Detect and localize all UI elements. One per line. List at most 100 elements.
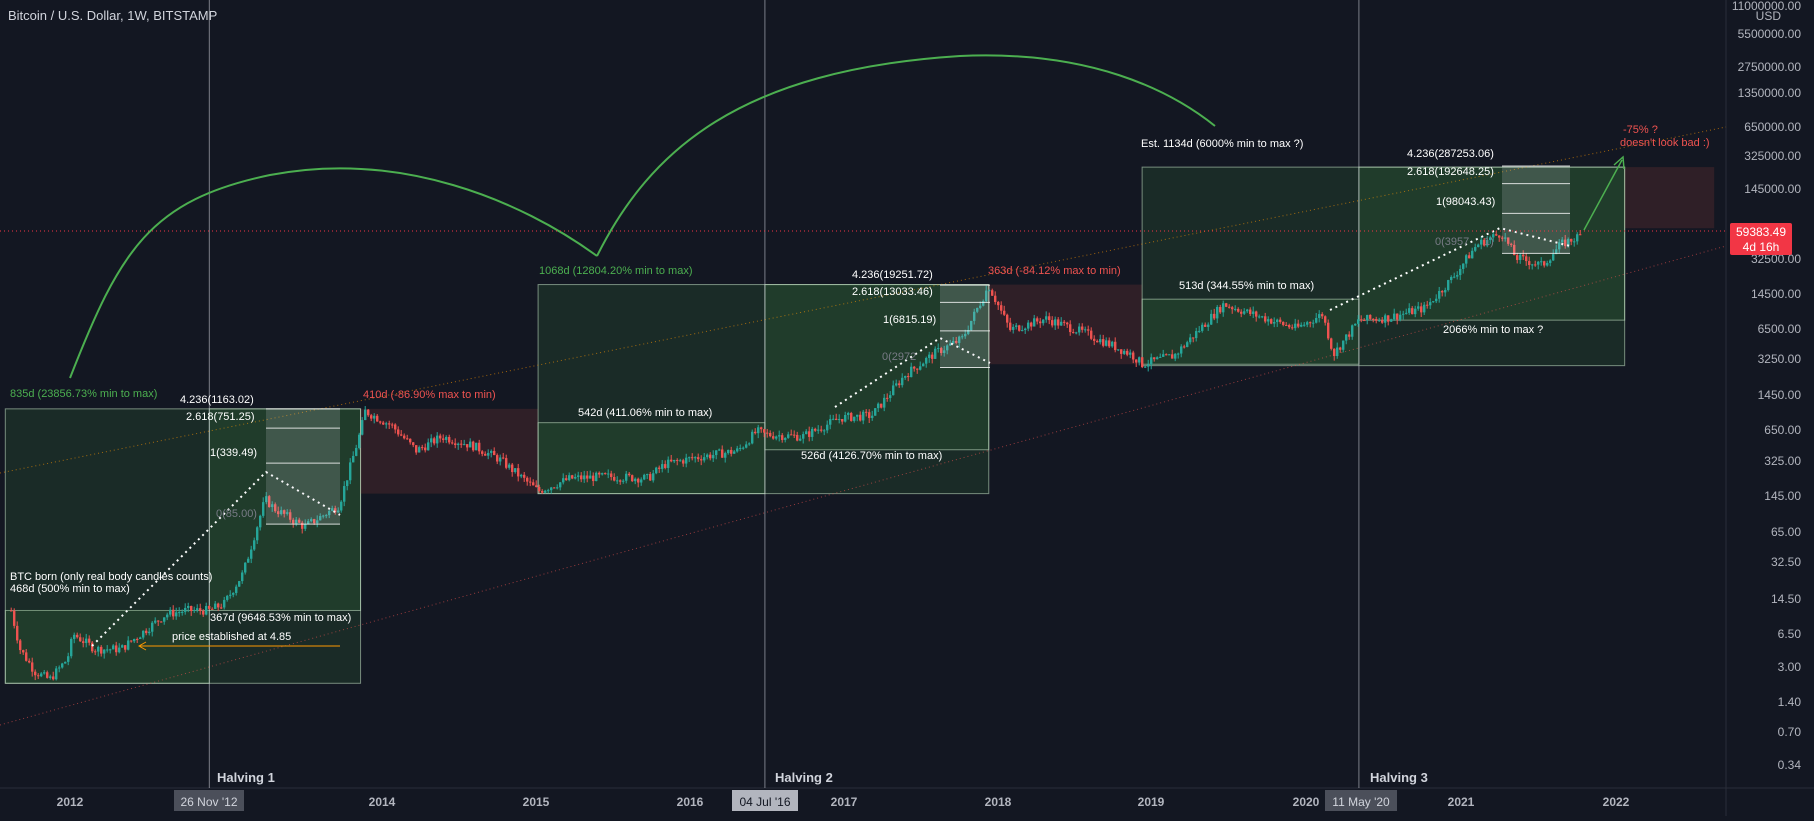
candle-body bbox=[1156, 357, 1159, 360]
range-box bbox=[360, 408, 539, 494]
candle-body bbox=[67, 656, 70, 662]
candle-body bbox=[913, 366, 916, 369]
candle-body bbox=[1177, 353, 1180, 355]
candle-body bbox=[865, 411, 868, 413]
current-price-label: 59383.49 4d 16h bbox=[1730, 223, 1792, 255]
candle-body bbox=[22, 650, 25, 653]
halving-2-date: 04 Jul '16 bbox=[740, 795, 791, 809]
cycle-arcs bbox=[69, 54, 1625, 379]
candle-body bbox=[562, 478, 565, 483]
candle-body bbox=[1042, 319, 1045, 324]
candle-body bbox=[604, 473, 607, 475]
candle-body bbox=[1057, 319, 1060, 326]
candle-body bbox=[1033, 318, 1036, 327]
candle-body bbox=[1015, 325, 1018, 327]
candle-body bbox=[214, 603, 217, 609]
price-scale[interactable]: 11000000.00 5500000.00 2750000.00 135000… bbox=[1732, 0, 1802, 772]
candle-body bbox=[1093, 338, 1096, 341]
candle-body bbox=[724, 453, 727, 458]
halving-2-label: Halving 2 bbox=[775, 770, 833, 785]
candle-body bbox=[1405, 312, 1408, 314]
candle-body bbox=[187, 605, 190, 608]
candle-body bbox=[1129, 352, 1132, 355]
candle-body bbox=[904, 376, 907, 378]
candle-body bbox=[334, 508, 337, 513]
candle-body bbox=[1441, 290, 1444, 293]
candle-body bbox=[1066, 322, 1069, 325]
candle-body bbox=[1462, 263, 1465, 269]
fib-box bbox=[266, 408, 340, 525]
candle-body bbox=[958, 336, 961, 343]
price-tick: 14500.00 bbox=[1751, 287, 1801, 301]
candle-countdown: 4d 16h bbox=[1743, 240, 1780, 254]
candle-body bbox=[307, 521, 310, 525]
candle-body bbox=[919, 366, 922, 370]
candle-body bbox=[1492, 234, 1495, 238]
candle-body bbox=[367, 409, 370, 416]
candle-body bbox=[1183, 346, 1186, 348]
candle-body bbox=[37, 675, 40, 677]
candle-body bbox=[679, 460, 682, 462]
candle-body bbox=[277, 511, 280, 515]
candle-body bbox=[640, 479, 643, 483]
candle-body bbox=[229, 594, 232, 596]
candle-body bbox=[46, 672, 49, 678]
candle-body bbox=[1411, 308, 1414, 315]
candle-body bbox=[40, 673, 43, 677]
candle-body bbox=[1504, 237, 1507, 239]
candle-body bbox=[10, 610, 13, 612]
candle-body bbox=[745, 444, 748, 448]
candle-body bbox=[196, 608, 199, 610]
candle-body bbox=[1576, 234, 1579, 242]
candle-body bbox=[946, 345, 949, 351]
price-tick: 0.34 bbox=[1778, 758, 1802, 772]
cycle2-fib-0: 0(2972 bbox=[882, 351, 916, 363]
candle-body bbox=[472, 441, 475, 451]
cycle1-runup-label: 367d (9648.53% min to max) bbox=[210, 612, 351, 624]
candle-body bbox=[1132, 352, 1135, 360]
time-tick: 2012 bbox=[57, 795, 84, 809]
cycle1-fib-1: 1(339.49) bbox=[210, 447, 257, 459]
candle-body bbox=[1522, 254, 1525, 257]
candle-body bbox=[922, 363, 925, 367]
candle-body bbox=[1567, 238, 1570, 247]
candle-body bbox=[1282, 321, 1285, 325]
candle-body bbox=[1528, 261, 1531, 266]
candle-body bbox=[202, 610, 205, 615]
candle-body bbox=[49, 676, 52, 678]
candle-body bbox=[124, 645, 127, 650]
candle-body bbox=[631, 475, 634, 482]
candle-body bbox=[190, 605, 193, 612]
time-axis[interactable]: 2012 2014 2015 2016 2017 2018 2019 2020 … bbox=[57, 790, 1630, 811]
candle-body bbox=[439, 435, 442, 439]
candle-body bbox=[28, 660, 31, 663]
candle-body bbox=[1090, 330, 1093, 339]
time-tick: 2015 bbox=[523, 795, 550, 809]
candle-body bbox=[481, 451, 484, 454]
candle-body bbox=[409, 438, 412, 443]
cycle3-fib-0: 0(3957 bbox=[1435, 236, 1469, 248]
candle-body bbox=[475, 442, 478, 451]
candle-body bbox=[553, 487, 556, 489]
candle-body bbox=[1330, 338, 1333, 349]
candle-body bbox=[1381, 320, 1384, 323]
candle-body bbox=[1180, 346, 1183, 354]
candle-body bbox=[1135, 359, 1138, 363]
candle-body bbox=[787, 434, 790, 438]
candle-body bbox=[811, 428, 814, 437]
candle-body bbox=[727, 449, 730, 454]
candle-body bbox=[808, 431, 811, 437]
candle-body bbox=[13, 610, 16, 626]
candle-body bbox=[805, 431, 808, 435]
candle-body bbox=[364, 409, 367, 421]
candle-body bbox=[25, 652, 28, 661]
halving-lines bbox=[208, 0, 1360, 788]
candle-body bbox=[1144, 366, 1147, 368]
candle-body bbox=[253, 540, 256, 550]
candle-body bbox=[250, 549, 253, 559]
halving-2-date-badge bbox=[732, 790, 798, 811]
range-boxes bbox=[4, 166, 1715, 684]
halving-3-date-badge bbox=[1325, 790, 1397, 811]
